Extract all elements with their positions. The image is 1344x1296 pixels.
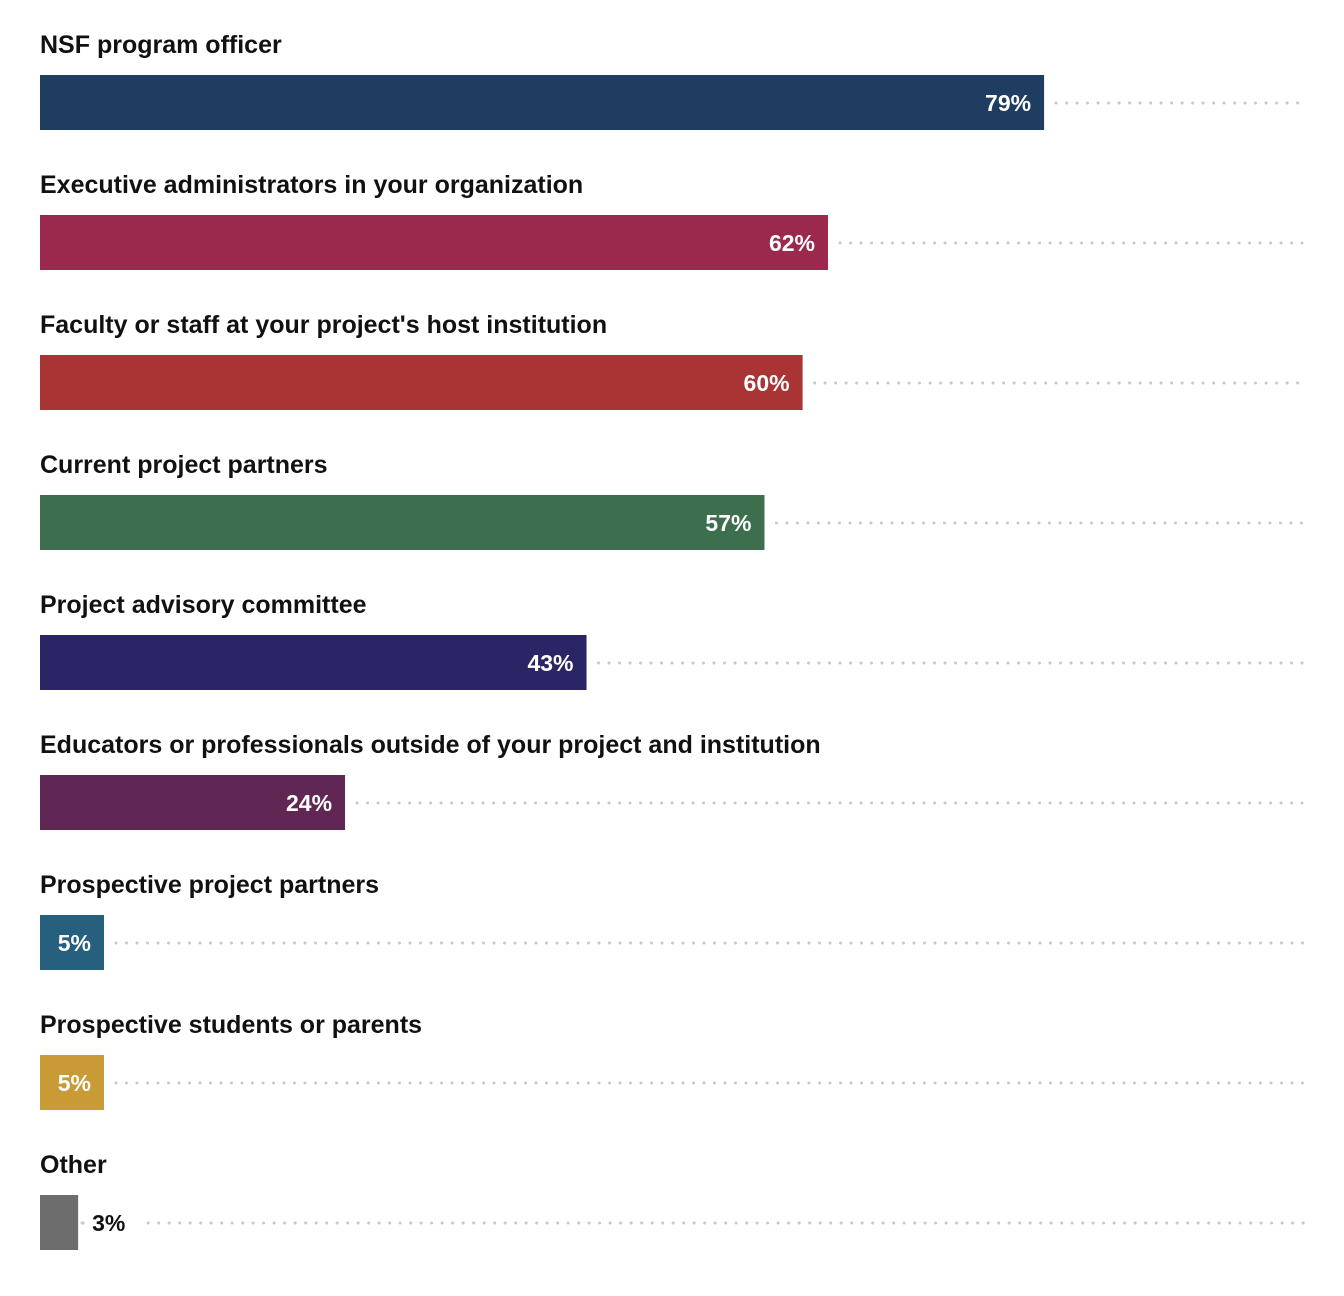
value-label: 24%: [286, 790, 332, 816]
bar: [40, 75, 1045, 130]
category-label: Educators or professionals outside of yo…: [40, 731, 821, 759]
bar: [40, 495, 765, 550]
category-label: Prospective project partners: [40, 871, 379, 899]
value-label: 3%: [92, 1210, 125, 1236]
category-label: Executive administrators in your organiz…: [40, 171, 583, 199]
category-label: Prospective students or parents: [40, 1011, 422, 1039]
bar: [40, 775, 346, 830]
bar: [40, 1195, 79, 1250]
value-label: 62%: [769, 230, 815, 256]
bar: [40, 915, 104, 970]
value-label: 79%: [985, 90, 1031, 116]
value-label: 57%: [705, 510, 751, 536]
value-label: 5%: [58, 930, 91, 956]
bar: [40, 215, 829, 270]
bar: [40, 1055, 104, 1110]
value-label: 5%: [58, 1070, 91, 1096]
bar: [40, 355, 803, 410]
category-label: Other: [40, 1151, 107, 1179]
category-label: Faculty or staff at your project's host …: [40, 311, 607, 339]
category-label: Current project partners: [40, 451, 328, 479]
value-label: 60%: [744, 370, 790, 396]
value-label: 43%: [527, 650, 573, 676]
category-label: NSF program officer: [40, 31, 282, 59]
category-label: Project advisory committee: [40, 591, 367, 619]
bar: [40, 635, 587, 690]
